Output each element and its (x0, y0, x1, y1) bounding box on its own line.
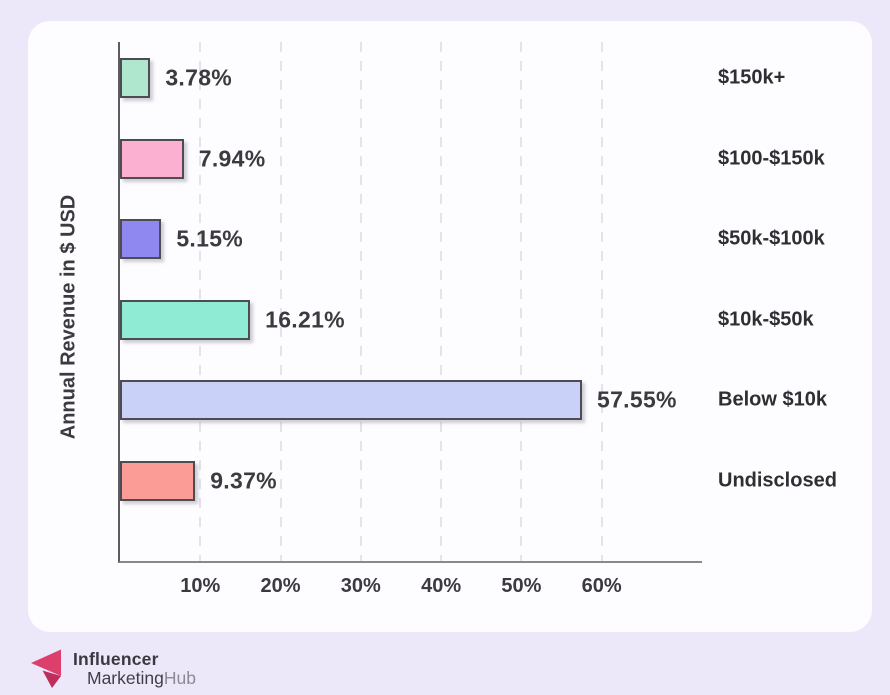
category-label: Undisclosed (718, 469, 837, 491)
x-tick-label: 30% (340, 575, 381, 597)
bar-$100-$150k (120, 138, 184, 179)
bar-$10k-$50k (120, 299, 251, 340)
bar-$50k-$100k (120, 219, 162, 259)
gridline (359, 42, 362, 561)
gridline (279, 42, 282, 561)
category-label: Below $10k (718, 388, 827, 411)
logo-line1: Influencer (73, 649, 159, 669)
logo-hub: Hub (163, 668, 196, 688)
gridline (600, 42, 603, 561)
logo-line2: MarketingHub (87, 669, 196, 688)
bar-value-label: 57.55% (596, 386, 677, 413)
y-axis-label: Annual Revenue in $ USD (57, 194, 80, 440)
category-label: $100-$150k (718, 147, 825, 169)
x-tick-label: 40% (421, 575, 462, 597)
bar-Undisclosed (120, 460, 196, 501)
bar-value-label: 5.15% (176, 225, 244, 252)
bar-value-label: 7.94% (198, 145, 266, 171)
chart-card: Annual Revenue in $ USD 10% 20% 30% 40% 50% 6… (28, 21, 872, 632)
bar-value-label: 9.37% (210, 467, 277, 493)
x-tick-label: 20% (260, 575, 301, 597)
gridline (440, 42, 443, 561)
x-tick-label: 60% (581, 575, 622, 597)
bar-value-label: 16.21% (265, 306, 345, 332)
logo-marketing: Marketing (87, 668, 164, 688)
bar-Below $10k (120, 380, 582, 420)
category-label: $150k+ (718, 66, 786, 89)
influencer-marketinghub-logo: Influencer MarketingHub (30, 648, 196, 689)
logo-text: Influencer MarketingHub (73, 650, 196, 688)
category-label: $50k-$100k (718, 227, 825, 250)
x-tick-label: 10% (180, 575, 221, 597)
left-arrow-fold-icon (31, 649, 61, 688)
category-label: $10k-$50k (718, 308, 814, 330)
bar-value-label: 3.78% (165, 64, 233, 91)
plot-area: 10% 20% 30% 40% 50% 60% 3.78% 7.94% 5.15% 16.21% 5… (118, 42, 702, 597)
x-tick-label: 50% (501, 575, 542, 597)
gridline (520, 42, 523, 561)
bar-$150k+ (120, 58, 151, 98)
